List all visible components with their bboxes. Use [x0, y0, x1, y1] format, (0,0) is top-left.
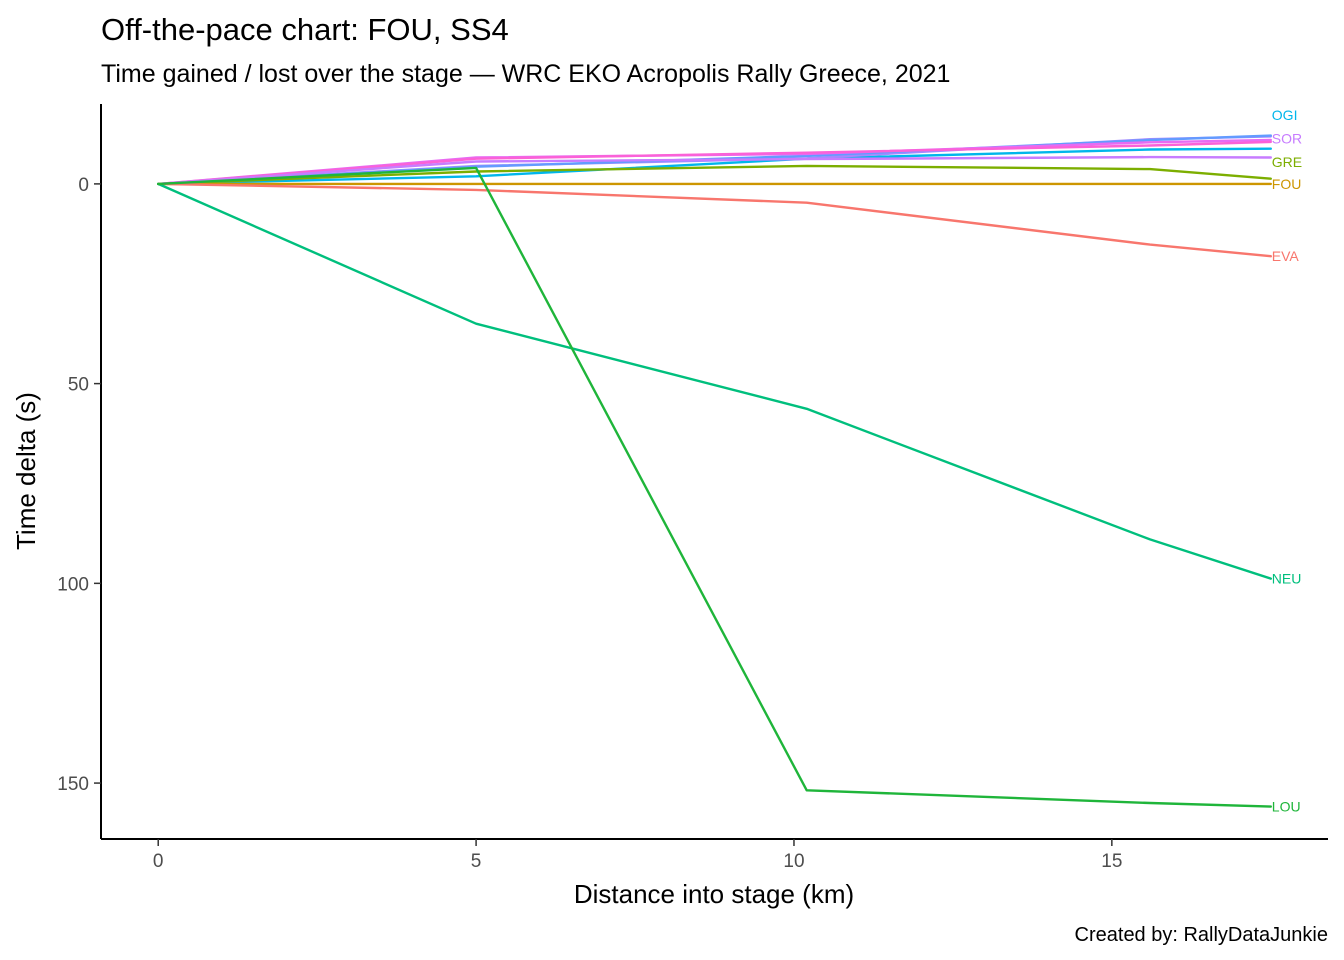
series-end-label-sor: SOR — [1272, 130, 1302, 146]
series-line-gre-6 — [156, 164, 1273, 186]
series-end-label-gre: GRE — [1272, 154, 1302, 170]
x-axis-title: Distance into stage (km) — [574, 879, 854, 909]
series-end-label-fou: FOU — [1272, 176, 1302, 192]
x-tick-label-15: 15 — [1101, 851, 1122, 872]
series-end-label-neu: NEU — [1272, 571, 1302, 587]
x-tick-label-5: 5 — [471, 851, 482, 872]
y-axis-title: Time delta (s) — [11, 392, 41, 550]
chart-caption: Created by: RallyDataJunkie — [1075, 924, 1328, 946]
chart-subtitle: Time gained / lost over the stage — WRC … — [101, 60, 950, 88]
x-tick-label-0: 0 — [153, 851, 164, 872]
y-tick-label-150: 150 — [57, 774, 89, 795]
y-tick-label-0: 0 — [78, 175, 89, 196]
x-axis-ticks: 0 5 10 15 — [153, 839, 1122, 872]
series-line-lou-10 — [156, 166, 1273, 808]
series-end-label-lou: LOU — [1272, 799, 1301, 815]
x-tick-label-10: 10 — [783, 851, 804, 872]
series-line-eva-8 — [156, 182, 1273, 258]
series-line-unlabelled-4 — [156, 140, 1273, 186]
series-line-neu-9 — [156, 182, 1273, 580]
series-end-labels: OGI SOR GRE FOU EVA NEU LOU — [1272, 107, 1302, 814]
chart-title: Off-the-pace chart: FOU, SS4 — [101, 12, 509, 47]
plot-lines — [156, 134, 1273, 808]
y-tick-label-100: 100 — [57, 574, 89, 595]
y-tick-label-50: 50 — [68, 375, 89, 396]
series-end-label-ogi: OGI — [1272, 107, 1298, 123]
series-line-sor-5 — [156, 155, 1273, 186]
y-axis-ticks: 0 50 100 150 — [57, 175, 101, 795]
series-end-label-eva: EVA — [1272, 248, 1300, 264]
